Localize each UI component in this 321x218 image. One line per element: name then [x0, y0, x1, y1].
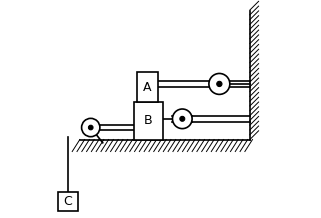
Circle shape [217, 81, 222, 87]
Bar [58, 192, 78, 211]
Text: A: A [143, 81, 152, 94]
Circle shape [89, 125, 93, 130]
Bar [134, 102, 163, 140]
Bar [136, 72, 158, 102]
Circle shape [82, 118, 100, 137]
Text: C: C [64, 195, 72, 208]
Circle shape [209, 73, 230, 94]
Text: B: B [144, 114, 153, 128]
Circle shape [172, 109, 192, 129]
Circle shape [180, 116, 185, 121]
